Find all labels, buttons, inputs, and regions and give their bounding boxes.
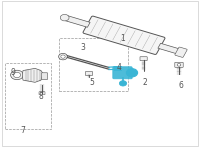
Text: 5: 5 [90,78,94,87]
FancyBboxPatch shape [113,67,132,79]
Circle shape [61,55,65,58]
Polygon shape [114,66,121,70]
FancyBboxPatch shape [175,62,183,67]
FancyBboxPatch shape [85,72,93,75]
Circle shape [13,72,21,78]
Circle shape [59,53,67,60]
FancyBboxPatch shape [39,92,45,95]
Text: 4: 4 [117,63,121,72]
Text: 7: 7 [21,126,25,135]
Circle shape [119,81,127,86]
FancyBboxPatch shape [83,16,165,54]
Text: 2: 2 [143,78,147,87]
FancyBboxPatch shape [41,73,48,80]
Text: 9: 9 [11,68,15,77]
Polygon shape [23,68,43,82]
FancyBboxPatch shape [140,57,147,61]
Circle shape [11,70,23,80]
Circle shape [60,14,69,21]
Text: 1: 1 [121,34,125,44]
Circle shape [177,64,181,66]
Circle shape [126,69,138,77]
Text: 6: 6 [179,81,183,91]
Bar [65,16,90,27]
FancyBboxPatch shape [175,47,187,57]
Text: 3: 3 [81,42,85,52]
Bar [5,63,51,129]
Bar [158,43,179,54]
Bar [59,38,128,91]
Text: 8: 8 [39,92,43,101]
